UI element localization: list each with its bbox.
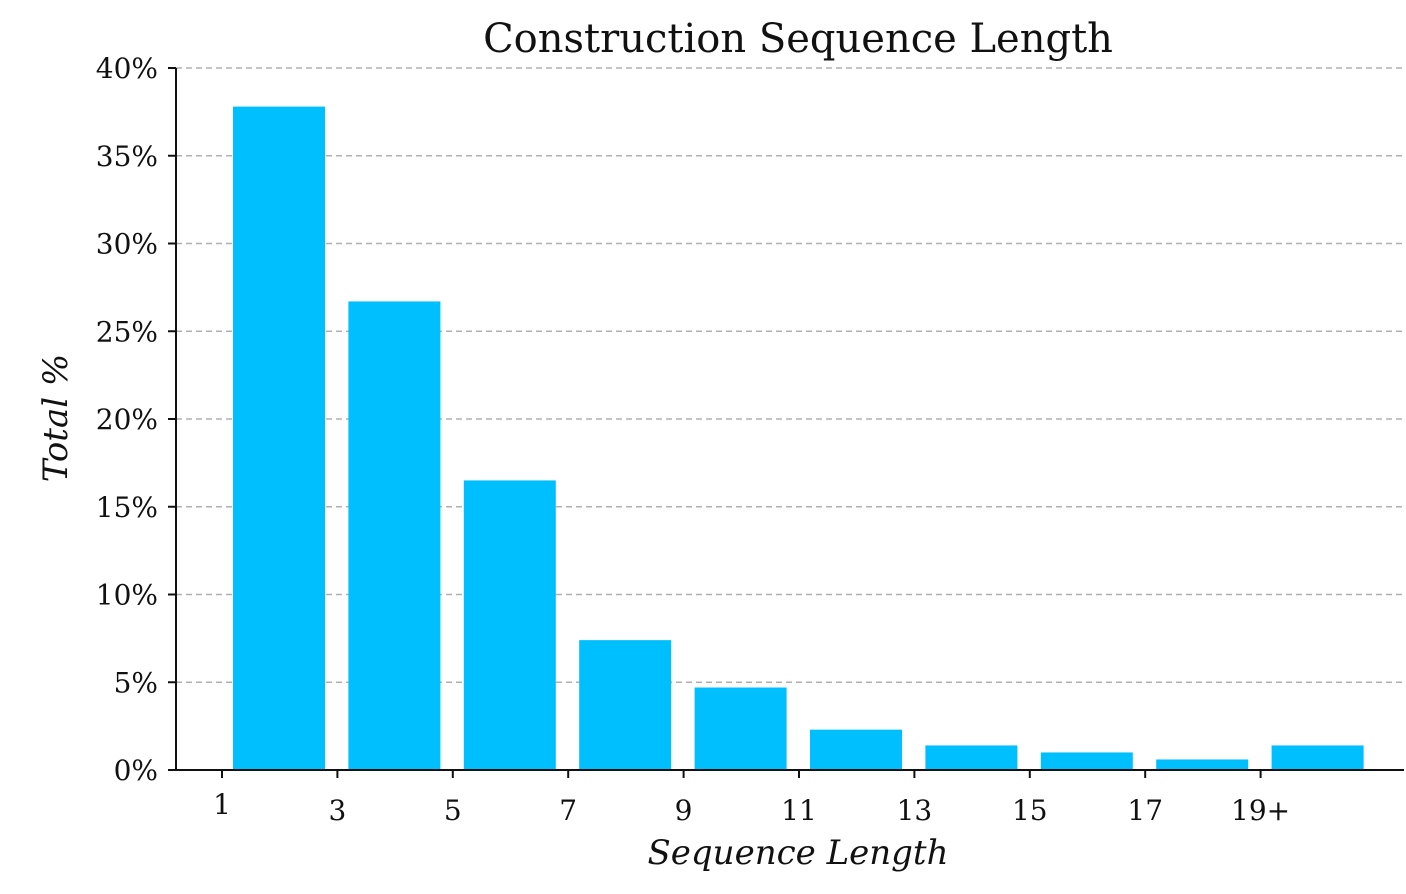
x-tick-labels: 1 3 5 7 9 11 13 15 17 19+ bbox=[213, 788, 1290, 827]
x-tick-label: 19+ bbox=[1231, 794, 1290, 827]
bar-9-10 bbox=[694, 687, 787, 770]
bar-5-6 bbox=[463, 480, 556, 770]
bar-7-8 bbox=[579, 640, 672, 770]
chart-title: Construction Sequence Length bbox=[483, 16, 1113, 62]
y-tick-label: 5% bbox=[114, 666, 158, 699]
x-tick-label: 7 bbox=[559, 794, 577, 827]
y-tick-label: 25% bbox=[96, 315, 158, 348]
x-tick-label: 17 bbox=[1127, 794, 1163, 827]
y-tick-label: 10% bbox=[96, 579, 158, 612]
bar-1-2 bbox=[233, 106, 325, 771]
x-tick-label: 13 bbox=[897, 794, 933, 827]
bar-19plus bbox=[1271, 745, 1364, 770]
bar-11-12 bbox=[810, 729, 902, 770]
x-tick-label: 5 bbox=[444, 794, 462, 827]
y-axis-label: Total % bbox=[36, 354, 76, 482]
x-tick-label: 9 bbox=[675, 794, 693, 827]
y-tick-label: 15% bbox=[96, 491, 158, 524]
x-axis-label: Sequence Length bbox=[648, 833, 949, 873]
bar-17-18 bbox=[1156, 759, 1249, 770]
bar-13-14 bbox=[925, 745, 1018, 770]
y-tick-label: 40% bbox=[96, 52, 158, 85]
y-tick-label: 30% bbox=[96, 228, 158, 261]
axes bbox=[168, 67, 1404, 778]
bar-15-16 bbox=[1040, 752, 1133, 770]
x-tick-label: 15 bbox=[1012, 794, 1048, 827]
bars bbox=[233, 106, 1364, 771]
x-tick-label: 11 bbox=[781, 794, 817, 827]
x-tick-label: 3 bbox=[328, 794, 346, 827]
x-tick-label: 1 bbox=[213, 788, 231, 821]
y-tick-label: 20% bbox=[96, 403, 158, 436]
bar-3-4 bbox=[348, 301, 441, 770]
y-tick-label: 0% bbox=[114, 754, 158, 787]
y-tick-label: 35% bbox=[96, 140, 158, 173]
y-tick-labels: 0% 5% 10% 15% 20% 25% 30% 35% 40% bbox=[96, 52, 158, 787]
